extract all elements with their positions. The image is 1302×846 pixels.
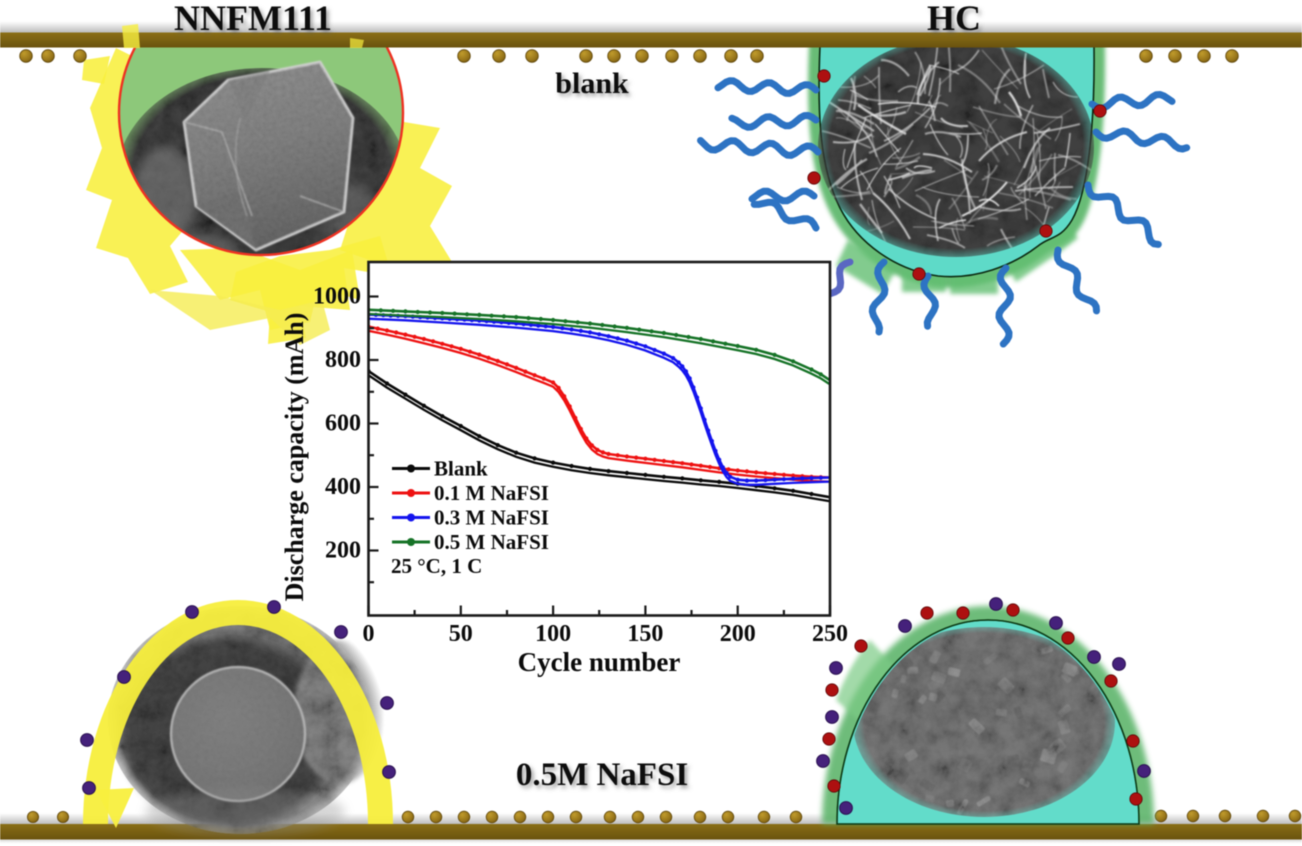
svg-text:1000: 1000 [313, 284, 361, 310]
svg-text:50: 50 [449, 621, 473, 647]
svg-text:25 °C, 1 C: 25 °C, 1 C [391, 554, 482, 578]
svg-text:Discharge capacity (mAh): Discharge capacity (mAh) [280, 313, 309, 602]
svg-text:200: 200 [720, 621, 756, 647]
svg-text:100: 100 [535, 621, 571, 647]
svg-text:0.5M NaFSI: 0.5M NaFSI [516, 757, 688, 793]
svg-text:Cycle number: Cycle number [518, 647, 681, 677]
svg-text:400: 400 [325, 474, 361, 500]
svg-text:0.3 M NaFSI: 0.3 M NaFSI [434, 506, 549, 530]
svg-text:150: 150 [627, 621, 663, 647]
svg-text:0.1 M NaFSI: 0.1 M NaFSI [434, 481, 549, 505]
svg-text:800: 800 [325, 347, 361, 373]
svg-text:0.5 M NaFSI: 0.5 M NaFSI [434, 530, 549, 554]
svg-text:Blank: Blank [434, 457, 488, 481]
svg-text:250: 250 [812, 621, 848, 647]
svg-text:0: 0 [363, 621, 375, 647]
svg-text:HC: HC [927, 0, 981, 38]
svg-text:NNFM111: NNFM111 [174, 0, 332, 38]
svg-text:blank: blank [555, 67, 629, 100]
svg-text:200: 200 [325, 538, 361, 564]
svg-text:600: 600 [325, 411, 361, 437]
